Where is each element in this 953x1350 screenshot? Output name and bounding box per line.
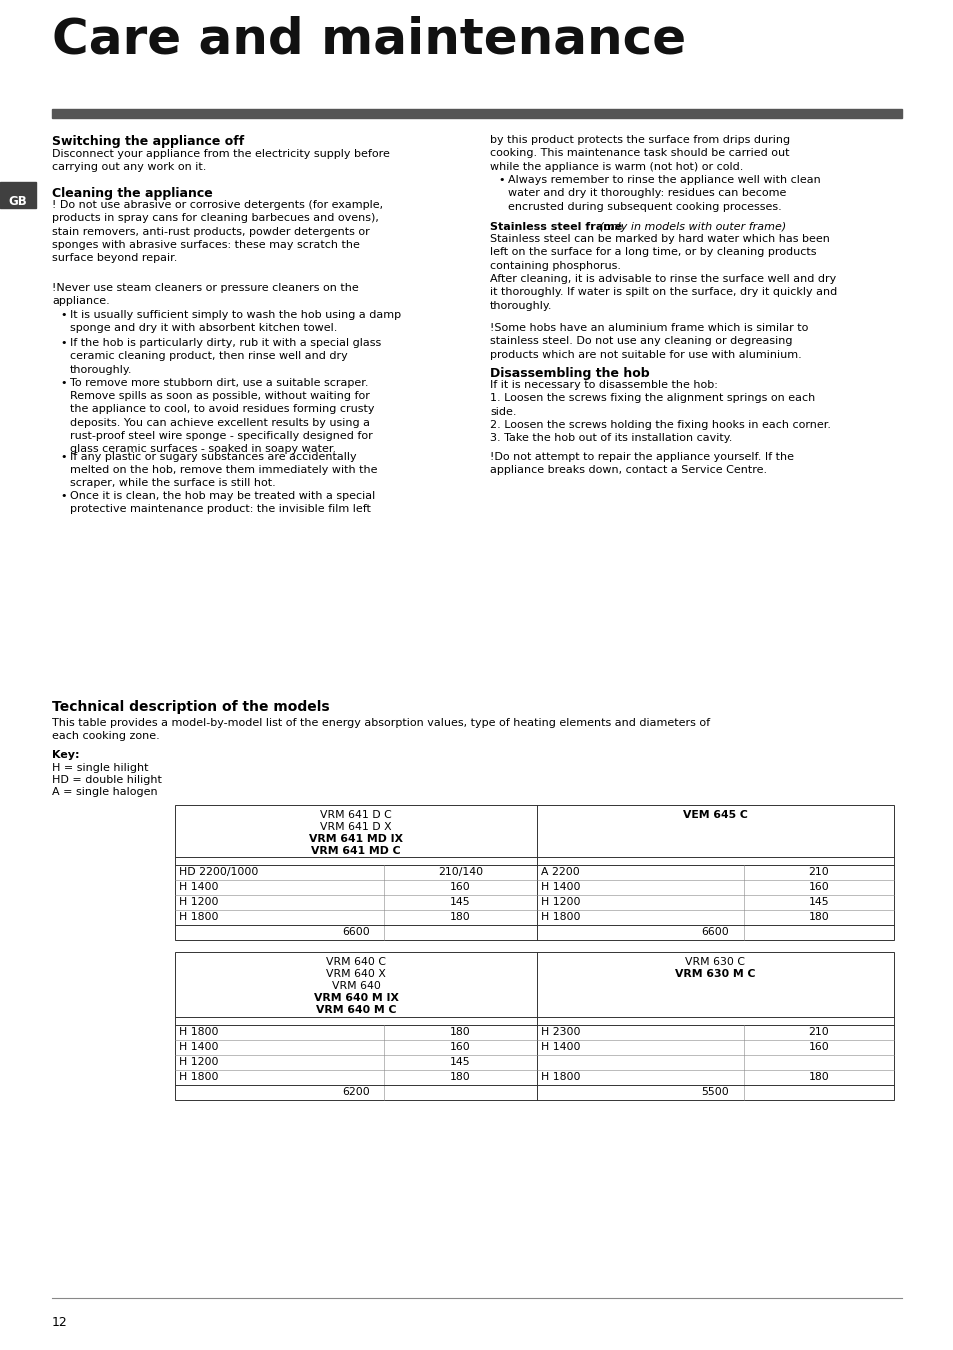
Text: VRM 640: VRM 640 xyxy=(332,981,380,991)
Text: H 1400: H 1400 xyxy=(540,1042,579,1052)
Text: •: • xyxy=(60,451,67,462)
Text: •: • xyxy=(60,378,67,387)
Text: VRM 630 C: VRM 630 C xyxy=(685,957,744,967)
Text: VRM 640 M IX: VRM 640 M IX xyxy=(314,994,398,1003)
Text: Always remember to rinse the appliance well with clean
water and dry it thorough: Always remember to rinse the appliance w… xyxy=(507,176,820,212)
Text: If it is necessary to disassemble the hob:
1. Loosen the screws fixing the align: If it is necessary to disassemble the ho… xyxy=(490,379,830,443)
Text: VRM 640 C: VRM 640 C xyxy=(326,957,386,967)
Text: 160: 160 xyxy=(808,1042,828,1052)
Text: It is usually sufficient simply to wash the hob using a damp
sponge and dry it w: It is usually sufficient simply to wash … xyxy=(70,310,400,333)
Text: •: • xyxy=(60,310,67,320)
Text: 160: 160 xyxy=(450,882,471,892)
Text: Care and maintenance: Care and maintenance xyxy=(52,15,685,63)
Text: Disconnect your appliance from the electricity supply before
carrying out any wo: Disconnect your appliance from the elect… xyxy=(52,148,390,173)
Text: 210/140: 210/140 xyxy=(437,867,482,878)
Text: If the hob is particularly dirty, rub it with a special glass
ceramic cleaning p: If the hob is particularly dirty, rub it… xyxy=(70,338,381,375)
Text: A 2200: A 2200 xyxy=(540,867,579,878)
Text: Switching the appliance off: Switching the appliance off xyxy=(52,135,244,148)
Text: by this product protects the surface from drips during
cooking. This maintenance: by this product protects the surface fro… xyxy=(490,135,789,171)
Text: H 1800: H 1800 xyxy=(540,1072,579,1081)
Text: (only in models with outer frame): (only in models with outer frame) xyxy=(596,221,785,232)
Text: GB: GB xyxy=(9,194,28,208)
Text: VRM 641 D X: VRM 641 D X xyxy=(320,822,392,832)
Text: A = single halogen: A = single halogen xyxy=(52,787,157,796)
Text: H 1400: H 1400 xyxy=(179,1042,218,1052)
Text: ! Do not use abrasive or corrosive detergents (for example,
products in spray ca: ! Do not use abrasive or corrosive deter… xyxy=(52,200,383,263)
Text: 6600: 6600 xyxy=(342,927,370,937)
Text: VRM 641 MD IX: VRM 641 MD IX xyxy=(309,834,402,844)
Text: HD 2200/1000: HD 2200/1000 xyxy=(179,867,258,878)
Text: 145: 145 xyxy=(808,896,828,907)
Bar xyxy=(174,805,893,940)
Text: 145: 145 xyxy=(450,1057,471,1066)
Text: 6600: 6600 xyxy=(700,927,729,937)
Text: 160: 160 xyxy=(450,1042,471,1052)
Text: !Never use steam cleaners or pressure cleaners on the
appliance.: !Never use steam cleaners or pressure cl… xyxy=(52,284,358,306)
Text: VEM 645 C: VEM 645 C xyxy=(682,810,747,819)
Text: 180: 180 xyxy=(450,913,471,922)
Text: VRM 640 M C: VRM 640 M C xyxy=(315,1004,395,1015)
Bar xyxy=(52,109,901,117)
Text: 145: 145 xyxy=(450,896,471,907)
Text: H 1800: H 1800 xyxy=(179,1072,218,1081)
Text: 5500: 5500 xyxy=(700,1087,729,1098)
Text: •: • xyxy=(60,338,67,348)
Text: H 1400: H 1400 xyxy=(179,882,218,892)
Text: Key:: Key: xyxy=(52,751,79,760)
Text: H 1200: H 1200 xyxy=(179,1057,218,1066)
Text: If any plastic or sugary substances are accidentally
melted on the hob, remove t: If any plastic or sugary substances are … xyxy=(70,451,377,489)
Text: H 1800: H 1800 xyxy=(179,913,218,922)
Text: Cleaning the appliance: Cleaning the appliance xyxy=(52,188,213,200)
Text: 210: 210 xyxy=(808,1027,828,1037)
Text: 180: 180 xyxy=(450,1072,471,1081)
Bar xyxy=(174,952,893,1100)
Text: H 1200: H 1200 xyxy=(179,896,218,907)
Text: •: • xyxy=(497,176,504,185)
Text: 210: 210 xyxy=(808,867,828,878)
Text: Stainless steel can be marked by hard water which has been
left on the surface f: Stainless steel can be marked by hard wa… xyxy=(490,234,837,310)
Text: VRM 630 M C: VRM 630 M C xyxy=(675,969,755,979)
Bar xyxy=(0,182,36,208)
Text: VRM 641 D C: VRM 641 D C xyxy=(320,810,392,819)
Text: H 1200: H 1200 xyxy=(540,896,579,907)
Text: VRM 641 MD C: VRM 641 MD C xyxy=(311,846,400,856)
Text: !Do not attempt to repair the appliance yourself. If the
appliance breaks down, : !Do not attempt to repair the appliance … xyxy=(490,452,793,475)
Text: H 1400: H 1400 xyxy=(540,882,579,892)
Text: HD = double hilight: HD = double hilight xyxy=(52,775,162,784)
Text: •: • xyxy=(60,491,67,501)
Text: Stainless steel frame: Stainless steel frame xyxy=(490,221,621,232)
Text: 180: 180 xyxy=(808,913,828,922)
Text: H 2300: H 2300 xyxy=(540,1027,579,1037)
Text: H = single hilight: H = single hilight xyxy=(52,763,149,774)
Text: 6200: 6200 xyxy=(342,1087,370,1098)
Text: Once it is clean, the hob may be treated with a special
protective maintenance p: Once it is clean, the hob may be treated… xyxy=(70,491,375,514)
Text: To remove more stubborn dirt, use a suitable scraper.
Remove spills as soon as p: To remove more stubborn dirt, use a suit… xyxy=(70,378,375,455)
Text: Disassembling the hob: Disassembling the hob xyxy=(490,367,649,379)
Text: 180: 180 xyxy=(450,1027,471,1037)
Text: H 1800: H 1800 xyxy=(540,913,579,922)
Text: 12: 12 xyxy=(52,1316,68,1328)
Text: !Some hobs have an aluminium frame which is similar to
stainless steel. Do not u: !Some hobs have an aluminium frame which… xyxy=(490,323,807,359)
Text: This table provides a model-by-model list of the energy absorption values, type : This table provides a model-by-model lis… xyxy=(52,718,709,741)
Text: 180: 180 xyxy=(808,1072,828,1081)
Text: VRM 640 X: VRM 640 X xyxy=(326,969,386,979)
Text: 160: 160 xyxy=(808,882,828,892)
Text: H 1800: H 1800 xyxy=(179,1027,218,1037)
Text: Technical description of the models: Technical description of the models xyxy=(52,701,330,714)
